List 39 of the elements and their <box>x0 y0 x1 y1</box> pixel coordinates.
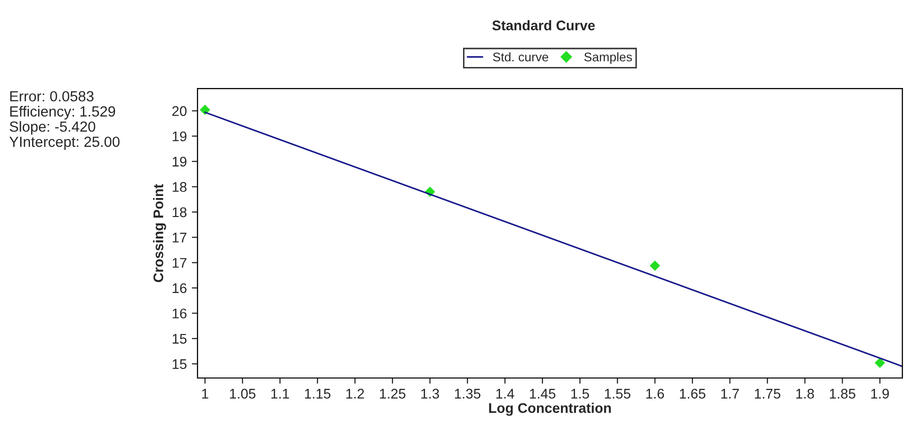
y-tick-label: 17 <box>172 232 186 242</box>
y-tick-label: 18 <box>172 207 186 218</box>
x-tick-label: 1.15 <box>305 388 330 399</box>
x-tick-label: 1.05 <box>230 388 256 399</box>
x-tick-label: 1.2 <box>346 388 364 398</box>
y-tick-label: 15 <box>172 359 187 369</box>
x-tick-label: 1.1 <box>271 388 289 398</box>
x-tick-label: 1.55 <box>604 388 630 399</box>
x-tick-label: 1.85 <box>830 388 856 399</box>
y-axis-title: Crossing Point <box>153 184 166 282</box>
y-tick-label: 19 <box>172 131 186 142</box>
point <box>650 260 660 271</box>
y-tick-label: 16 <box>172 283 186 294</box>
point <box>200 104 210 116</box>
y-tick-label: 16 <box>172 308 186 318</box>
point <box>874 358 886 368</box>
x-tick-label: 1.3 <box>421 388 440 399</box>
x-tick-label: 1.75 <box>754 388 780 399</box>
x-tick-label: 1.9 <box>871 388 889 399</box>
y-tick-label: 18 <box>172 182 186 192</box>
x-tick-label: 1.5 <box>571 388 590 399</box>
x-tick-label: 1.35 <box>455 388 480 399</box>
y-tick-label: 15 <box>172 334 187 344</box>
x-tick-label: 1.65 <box>680 388 706 399</box>
x-tick-label: 1.25 <box>380 388 406 399</box>
text: Error: 0.0583 Efficiency: 1.529 Slope: -5.420 YIntercept: 25.00 <box>9 91 120 150</box>
y-tick-label: 17 <box>172 258 186 268</box>
legend-label: Std. curve <box>493 52 548 62</box>
y-tick-label: 19 <box>172 156 186 167</box>
chart-title: Standard Curve <box>492 20 595 30</box>
x-axis-title: Log Concentration <box>489 402 611 416</box>
x-tick-label: 1 <box>202 388 208 398</box>
x-tick-label: 1.4 <box>496 388 514 398</box>
x-tick-label: 1.6 <box>646 388 664 399</box>
x-tick-label: 1.7 <box>721 388 739 398</box>
legend-label: Samples <box>584 52 632 64</box>
y-tick-label: 20 <box>172 106 187 116</box>
x-tick-label: 1.45 <box>530 388 556 399</box>
x-tick-label: 1.8 <box>796 388 814 399</box>
